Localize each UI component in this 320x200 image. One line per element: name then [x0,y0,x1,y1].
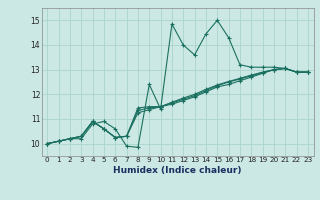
X-axis label: Humidex (Indice chaleur): Humidex (Indice chaleur) [113,166,242,175]
